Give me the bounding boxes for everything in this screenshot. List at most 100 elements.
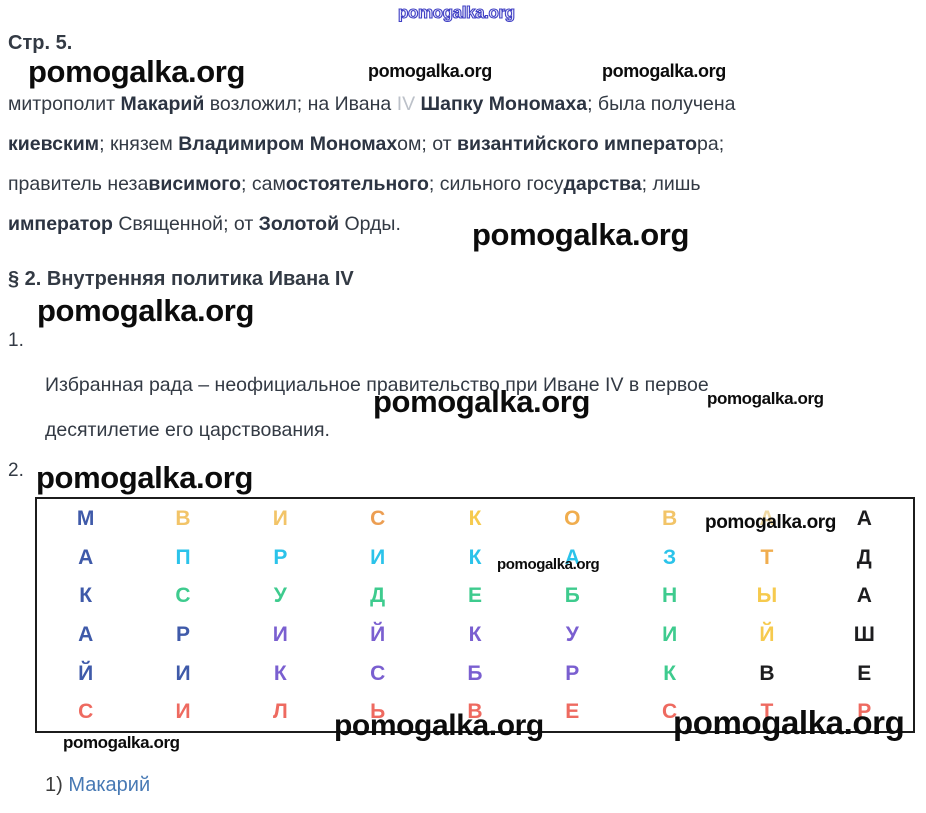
- grid-letter: Д: [856, 545, 872, 569]
- watermark: pomogalka.org: [602, 61, 726, 81]
- grid-letter: А: [759, 506, 775, 530]
- text-segment: правитель неза: [8, 173, 149, 195]
- answer-line: 1) Макарий: [45, 774, 150, 797]
- grid-letter: Е: [857, 661, 872, 685]
- grid-letter: А: [564, 545, 580, 569]
- grid-letter: З: [663, 545, 677, 569]
- grid-letter: Д: [370, 584, 386, 608]
- text-segment: IV: [396, 93, 416, 115]
- grid-letter: В: [467, 700, 483, 724]
- watermark: pomogalka.org: [673, 704, 905, 741]
- text-segment: дарства: [563, 173, 642, 195]
- grid-letter: И: [272, 506, 288, 530]
- grid-letter: Ь: [370, 700, 386, 724]
- grid-letter: С: [175, 584, 191, 608]
- grid-letter: К: [468, 506, 482, 530]
- answers-paragraph: митрополит Макарий возложил; на Ивана IV…: [8, 84, 735, 244]
- grid-letter: К: [468, 545, 482, 569]
- grid-letter: Е: [565, 700, 580, 724]
- grid-letter: Р: [273, 545, 288, 569]
- grid-letter: К: [273, 661, 287, 685]
- paragraph-line: правитель независимого; самостоятельного…: [8, 164, 735, 204]
- grid-letter: С: [662, 700, 678, 724]
- text-segment: Макарий: [120, 93, 205, 115]
- grid-letter: Л: [272, 700, 288, 724]
- page-section-title: Стр. 5.: [8, 32, 73, 54]
- text-segment: Ш: [420, 93, 441, 115]
- answer-number: 1): [45, 774, 69, 796]
- grid-letter: И: [662, 622, 678, 646]
- grid-letter: Р: [175, 622, 190, 646]
- text-segment: остоятельного: [285, 173, 429, 195]
- grid-letter: Ы: [756, 584, 778, 608]
- item-number-1: 1.: [8, 330, 24, 351]
- text-segment: киевским: [8, 133, 100, 155]
- grid-letter: Н: [662, 584, 678, 608]
- grid-letter: В: [662, 506, 678, 530]
- grid-letter: А: [856, 506, 872, 530]
- grid-letter: Й: [759, 622, 775, 646]
- watermark: pomogalka.org: [28, 54, 245, 89]
- grid-letter: А: [78, 545, 94, 569]
- definition-paragraph: Избранная рада – неофициальное правитель…: [45, 363, 709, 453]
- text-segment: ра;: [697, 133, 725, 155]
- text-segment: митрополит: [8, 93, 121, 115]
- grid-letter: Е: [467, 584, 482, 608]
- grid-letter: М: [76, 506, 95, 530]
- paragraph-line: Избранная рада – неофициальное правитель…: [45, 374, 709, 396]
- watermark: pomogalka.org: [472, 217, 689, 252]
- paragraph-line: император Священной; от Золотой Орды.: [8, 204, 735, 244]
- grid-letter: У: [565, 622, 579, 646]
- text-segment: ; сильного госу: [428, 173, 564, 195]
- grid-letter: А: [78, 622, 94, 646]
- text-segment: ом; от: [397, 133, 458, 155]
- text-segment: висимого: [148, 173, 242, 195]
- text-segment: император: [8, 213, 113, 235]
- text-segment: апку Мономаха: [440, 93, 588, 115]
- grid-letter: Р: [857, 700, 872, 724]
- grid-letter: И: [370, 545, 386, 569]
- grid-letter: Б: [467, 661, 483, 685]
- text-segment: Священной; от: [112, 213, 259, 235]
- text-segment: ; была получена: [587, 93, 736, 115]
- watermark: pomogalka.org: [705, 512, 836, 533]
- grid-letter: У: [273, 584, 287, 608]
- text-segment: Владимиром Мономах: [178, 133, 398, 155]
- paragraph-line: десятилетие его царствования.: [45, 419, 330, 441]
- grid-letter: К: [468, 622, 482, 646]
- grid-letter: Т: [760, 545, 774, 569]
- grid-letter: А: [856, 584, 872, 608]
- watermark: pomogalka.org: [497, 556, 600, 573]
- grid-letter: И: [272, 622, 288, 646]
- paragraph-line: киевским; князем Владимиром Мономахом; о…: [8, 124, 735, 164]
- watermark: pomogalka.org: [368, 61, 492, 81]
- grid-letter: Р: [565, 661, 580, 685]
- grid-letter: С: [78, 700, 94, 724]
- text-segment: ; сам: [241, 173, 286, 195]
- answer-link-makarii[interactable]: Макарий: [68, 774, 151, 796]
- text-segment: Орды.: [339, 213, 401, 235]
- text-segment: византийского императо: [457, 133, 698, 155]
- grid-letter: К: [79, 584, 93, 608]
- text-segment: возложил; на Ивана: [204, 93, 397, 115]
- watermark: pomogalka.org: [63, 733, 180, 752]
- grid-letter: С: [370, 661, 386, 685]
- paragraph-line: митрополит Макарий возложил; на Ивана IV…: [8, 84, 735, 124]
- watermark: pomogalka.org: [37, 293, 254, 328]
- grid-letter: П: [175, 545, 191, 569]
- grid-letter: И: [175, 700, 191, 724]
- grid-letter: Т: [760, 700, 774, 724]
- item-number-2: 2.: [8, 460, 24, 481]
- text-segment: ; князем: [99, 133, 179, 155]
- text-segment: Золотой: [258, 213, 340, 235]
- grid-letter: Ш: [853, 622, 875, 646]
- watermark: pomogalka.org: [707, 389, 824, 408]
